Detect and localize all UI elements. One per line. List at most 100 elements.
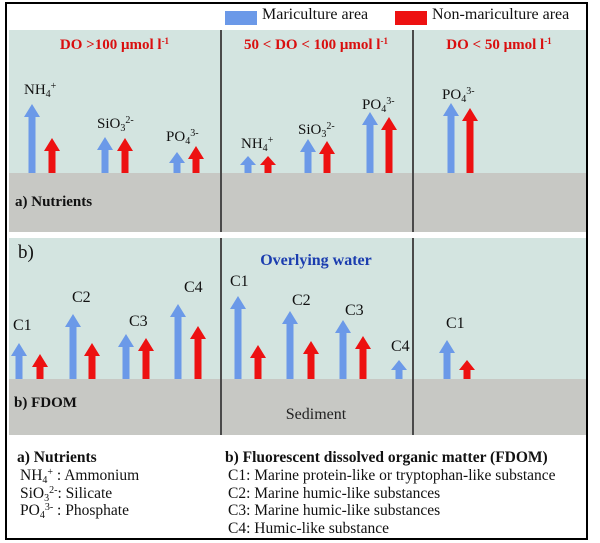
nh4-base: NH [241,136,263,152]
mariculture-arrow [443,103,459,173]
caption-legend: a) Nutrients NH4+ : Ammonium SiO32-: Sili… [9,440,586,538]
mariculture-label: Mariculture area [262,6,369,23]
nh4-superscript: + [47,467,54,478]
column-divider [412,238,414,435]
fdom-caption: b) Fluorescent dissolved organic matter … [225,449,585,537]
non-mariculture-arrow [303,341,319,379]
po4-subscript: 4 [185,136,191,147]
nh4-label: NH4+ [24,81,57,100]
nh4-superscript: + [50,81,57,92]
po4-superscript: 3- [44,502,54,513]
panel-a-label: a) Nutrients [15,194,93,210]
non-mariculture-arrow [188,146,204,173]
fdom-caption-title: b) Fluorescent dissolved organic matter … [225,449,548,466]
panel-a-nutrients: DO >100 μmol l-1 50 < DO < 100 μmol l-1 … [9,30,586,232]
C4-label: C4 [391,338,410,355]
do-header-sup: -1 [544,36,552,46]
do-header-mid: 50 < DO < 100 μmol l-1 [220,37,412,54]
non-mariculture-label: Non-mariculture area [432,6,570,23]
po4-subscript: 4 [39,510,45,521]
po4-superscript: 3- [386,96,395,107]
nutrients-caption-items: NH4+ : Ammonium SiO32-: Silicate PO43- : P… [17,467,217,521]
po4-base: PO [362,97,382,113]
nh4-base: NH [24,82,46,98]
sio3-superscript: 2- [49,484,58,496]
sediment-region [9,173,586,232]
figure-border [5,2,588,540]
non-mariculture-arrow [250,345,266,379]
mariculture-arrow [65,314,81,379]
sio3-subscript: 3 [321,129,327,140]
sio3-base: SiO [97,116,121,132]
mariculture-arrow [300,139,316,173]
mariculture-arrow [391,360,407,379]
legend-item: C1: Marine protein-like or tryptophan-li… [228,467,556,484]
mariculture-arrow [362,112,378,173]
do-header-sup: -1 [161,36,170,46]
C2-label: C2 [292,292,311,309]
po4-superscript: 3- [466,86,475,97]
mariculture-arrow [335,320,351,379]
legend-item-text: : Phosphate [53,502,129,519]
non-mariculture-arrow [117,138,133,173]
non-mariculture-arrow [44,138,60,173]
sio3-base: SiO [20,484,45,502]
sio3-base: SiO [298,122,322,138]
non-mariculture-arrow [319,141,335,173]
C1-label: C1 [13,317,32,334]
mariculture-arrow [240,156,256,173]
mariculture-arrow [282,311,298,379]
non-mariculture-arrow [260,156,276,173]
do-header-text: 50 < DO < 100 μmol l [244,37,381,53]
panel-b-tag: b) [18,242,34,263]
do-header-low: DO < 50 μmol l-1 [412,37,586,54]
sio3-subscript: 3 [44,492,50,504]
panel-b-label: b) FDOM [14,395,77,411]
po4-base: PO [442,87,462,103]
non-mariculture-arrow [459,360,475,379]
legend-item-text: : Ammonium [53,467,140,484]
C2-label: C2 [72,289,91,306]
do-header-text: DO >100 μmol l [59,37,162,53]
mariculture-arrow [439,340,455,379]
sediment-label: Sediment [285,406,347,423]
C3-label: C3 [345,302,364,319]
column-divider [220,238,222,435]
non-mariculture-arrow [462,108,478,173]
legend-item: SiO32-: Silicate [17,484,217,504]
C1-label: C1 [446,315,465,332]
mariculture-arrow [97,137,113,173]
column-divider [412,30,414,232]
po4-label: PO43- [166,129,199,147]
mariculture-arrow [230,296,246,379]
mariculture-swatch [225,11,257,25]
sio3-label: SiO32- [97,115,134,134]
non-mariculture-arrow [381,117,397,173]
sio3-superscript: 2- [125,115,134,126]
nh4-base: NH [20,467,43,484]
non-mariculture-arrow [355,336,371,379]
nh4-subscript: 4 [42,475,48,486]
legend-item: PO43- : Phosphate [17,502,217,521]
do-header-high: DO >100 μmol l-1 [9,37,220,54]
mariculture-arrow [118,334,134,379]
fdom-caption-items: C1: Marine protein-like or tryptophan-li… [225,467,585,537]
non-mariculture-arrow [190,326,206,379]
sio3-subscript: 3 [120,123,126,134]
po4-base: PO [20,502,40,519]
nutrients-caption: a) Nutrients NH4+ : Ammonium SiO32-: Sili… [17,449,217,521]
panel-b-fdom: b) Overlying water Sediment b) FDOM C1 C2… [9,238,586,435]
sio3-superscript: 2- [326,121,335,132]
nh4-superscript: + [267,135,274,146]
column-divider [220,30,222,232]
legend-item: C4: Humic-like substance [228,519,389,537]
overlying-water-label: Overlying water [260,252,372,269]
po4-label: PO43- [362,96,395,115]
po4-base: PO [166,129,186,145]
nh4-subscript: 4 [45,89,51,100]
non-mariculture-arrow [138,338,154,379]
legend-item: C3: Marine humic-like substances [228,502,441,519]
nh4-label: NH4+ [241,135,274,154]
water-region [9,238,586,379]
